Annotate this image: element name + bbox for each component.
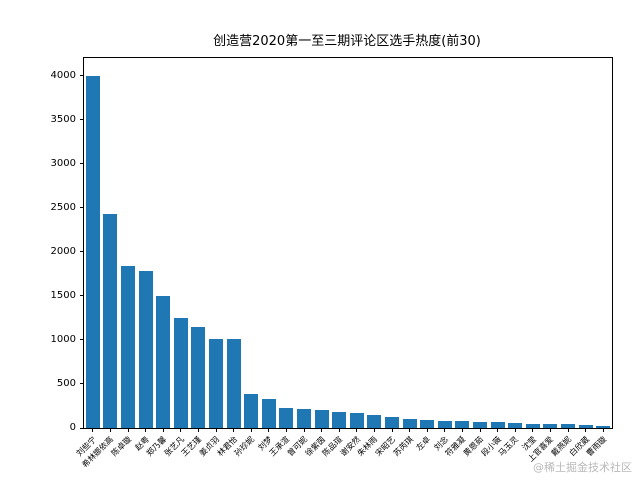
x-tick-mark [145, 428, 147, 432]
x-tick-mark [303, 428, 305, 432]
bar [103, 213, 118, 428]
y-tick-mark [80, 295, 84, 297]
plot-area: 0 500 1000 1500 2000 2500 3000 3500 4000 刘些宁 希林娜依高… [51, 57, 613, 469]
bar [402, 418, 417, 428]
bar [508, 423, 523, 428]
x-tick-mark [602, 428, 604, 432]
y-tick-mark [80, 251, 84, 253]
bar [560, 424, 576, 428]
x-tick-mark [285, 428, 287, 432]
watermark: @稀土掘金技术社区 [533, 461, 632, 474]
bar [578, 424, 593, 428]
bar [332, 412, 347, 428]
bar [85, 75, 100, 428]
y-tick-mark [80, 427, 84, 429]
bar [525, 423, 540, 428]
chart-title: 创造营2020第一至三期评论区选手热度(前30) [213, 34, 481, 49]
bar [261, 398, 276, 428]
x-tick-mark [461, 428, 463, 432]
y-tick-label: 4000 [50, 69, 76, 81]
bar [208, 339, 224, 428]
y-tick-mark [80, 75, 84, 77]
y-tick-label: 1000 [50, 333, 76, 345]
y-tick-mark [80, 207, 84, 209]
x-tick-mark [162, 428, 164, 432]
x-tick-mark [409, 428, 411, 432]
bar [156, 295, 171, 428]
x-tick-mark [356, 428, 358, 432]
bar [384, 416, 400, 428]
bar [120, 265, 136, 428]
x-tick-mark [127, 428, 129, 432]
bar [349, 413, 364, 428]
y-tick-label: 3000 [50, 157, 76, 169]
x-tick-mark [233, 428, 235, 432]
x-tick-mark [391, 428, 393, 432]
y-tick-mark [80, 339, 84, 341]
bar [173, 317, 188, 428]
x-tick-mark [268, 428, 270, 432]
y-tick-mark [80, 383, 84, 385]
x-tick-mark [215, 428, 217, 432]
bar [455, 420, 470, 428]
x-tick-mark [444, 428, 446, 432]
x-tick-mark [567, 428, 569, 432]
x-tick-mark [373, 428, 375, 432]
x-tick-mark [321, 428, 323, 432]
bar [490, 422, 505, 428]
bar [420, 419, 435, 428]
bar [472, 421, 488, 428]
bar [367, 414, 382, 428]
bar [138, 271, 153, 428]
y-tick-label: 1500 [50, 289, 76, 301]
y-tick-mark [80, 119, 84, 121]
x-tick-mark [109, 428, 111, 432]
bar [226, 339, 241, 428]
bar [314, 409, 329, 428]
bar [296, 409, 312, 428]
y-tick-label: 0 [69, 422, 76, 433]
x-tick-mark [180, 428, 182, 432]
bar [596, 425, 611, 428]
x-tick-mark [497, 428, 499, 432]
x-tick-mark [514, 428, 516, 432]
x-tick-label: 陈卓璇 [109, 434, 134, 459]
bar [244, 393, 259, 428]
bar [437, 420, 452, 428]
x-tick-mark [479, 428, 481, 432]
x-tick-mark [338, 428, 340, 432]
y-tick-label: 500 [56, 377, 76, 389]
x-tick-mark [426, 428, 428, 432]
x-tick-mark [92, 428, 94, 432]
bar [279, 408, 294, 428]
x-tick-mark [250, 428, 252, 432]
y-tick-label: 3500 [50, 113, 76, 125]
bar [191, 326, 206, 428]
bar [543, 424, 558, 428]
x-tick-mark [549, 428, 551, 432]
x-tick-mark [585, 428, 587, 432]
x-tick-mark [197, 428, 199, 432]
x-tick-label: 左卓 [414, 434, 433, 453]
y-tick-label: 2500 [50, 201, 76, 213]
x-tick-mark [532, 428, 534, 432]
y-tick-mark [80, 163, 84, 165]
y-tick-label: 2000 [50, 245, 76, 257]
